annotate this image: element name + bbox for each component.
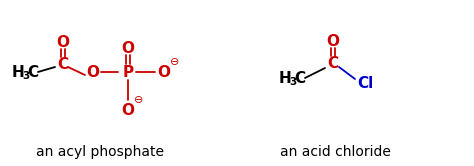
Text: 3: 3	[289, 77, 297, 87]
Text: O: O	[121, 102, 135, 118]
Text: O: O	[121, 41, 135, 55]
Text: C: C	[57, 56, 69, 72]
Text: O: O	[56, 35, 70, 49]
Text: C: C	[328, 55, 338, 71]
Text: Cl: Cl	[357, 76, 373, 90]
Text: an acyl phosphate: an acyl phosphate	[36, 145, 164, 159]
Text: an acid chloride: an acid chloride	[280, 145, 391, 159]
Text: H: H	[12, 65, 24, 80]
Text: H: H	[279, 71, 292, 85]
Text: P: P	[122, 65, 134, 80]
Text: O: O	[327, 34, 339, 48]
Text: ⊖: ⊖	[170, 57, 180, 67]
Text: C: C	[27, 65, 38, 80]
Text: O: O	[86, 65, 100, 80]
Text: 3: 3	[22, 71, 29, 81]
Text: C: C	[294, 71, 306, 85]
Text: ⊖: ⊖	[134, 95, 144, 105]
Text: O: O	[157, 65, 171, 80]
